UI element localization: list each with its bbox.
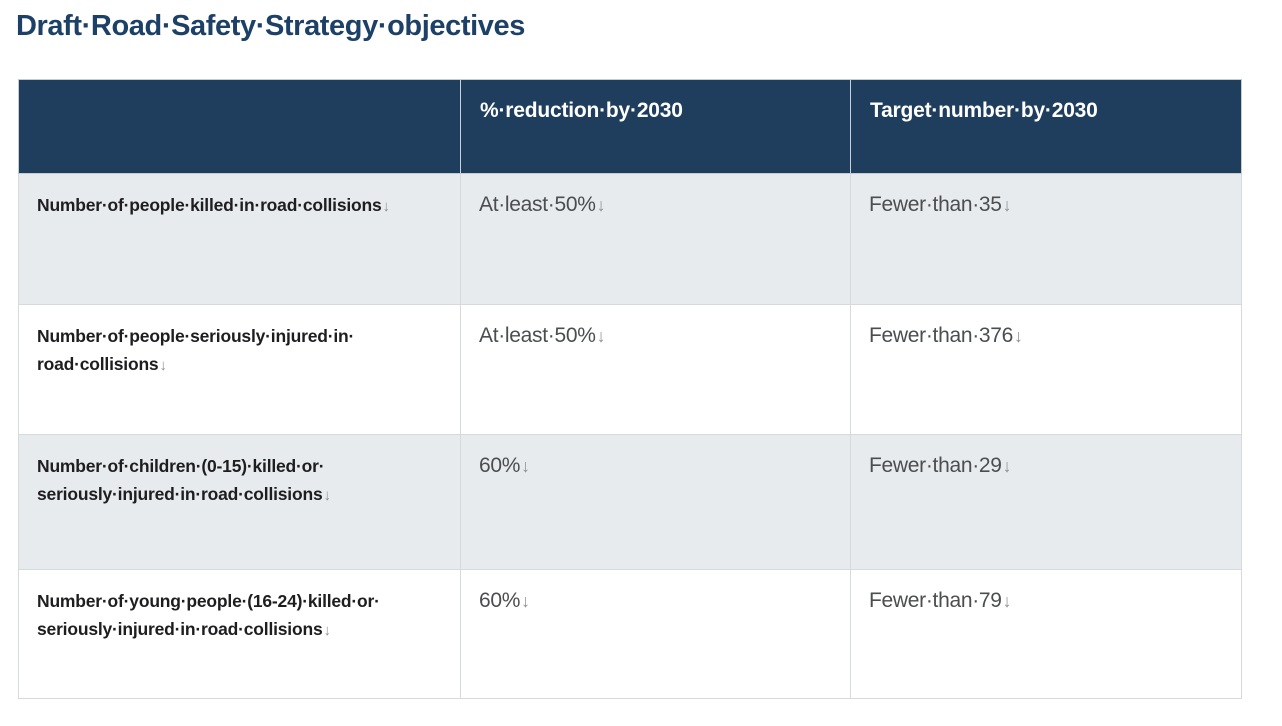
table-header-row: %·reduction·by·2030 Target·number·by·203… bbox=[18, 79, 1242, 174]
line-break-mark: ↓ bbox=[1002, 456, 1012, 476]
target-cell[interactable]: Fewer·than·35↓ bbox=[850, 173, 1242, 305]
cell-text: 60% bbox=[479, 589, 521, 612]
target-cell[interactable]: Fewer·than·79↓ bbox=[850, 569, 1242, 699]
cell-text: Fewer·than·376 bbox=[869, 324, 1014, 347]
target-cell[interactable]: Fewer·than·376↓ bbox=[850, 304, 1242, 435]
cell-text: Number·of·children·(0-15)·killed·or· ser… bbox=[37, 456, 325, 504]
objective-cell[interactable]: Number·of·children·(0-15)·killed·or· ser… bbox=[18, 434, 461, 570]
target-cell[interactable]: Fewer·than·29↓ bbox=[850, 434, 1242, 570]
cell-text: Fewer·than·29 bbox=[869, 454, 1002, 477]
cell-text: Fewer·than·35 bbox=[869, 193, 1002, 216]
table-row: Number·of·children·(0-15)·killed·or· ser… bbox=[18, 434, 1242, 570]
cell-text: Number·of·young·people·(16-24)·killed·or… bbox=[37, 591, 380, 639]
cell-text: Number·of·people·seriously·injured·in· r… bbox=[37, 326, 355, 374]
table-row: Number·of·people·seriously·injured·in· r… bbox=[18, 304, 1242, 435]
line-break-mark: ↓ bbox=[521, 591, 530, 611]
line-break-mark: ↓ bbox=[596, 195, 606, 215]
line-break-mark: ↓ bbox=[1014, 326, 1023, 346]
line-break-mark: ↓ bbox=[1002, 591, 1012, 611]
line-break-mark: ↓ bbox=[521, 456, 530, 476]
cell-text: At·least·50% bbox=[479, 324, 596, 347]
line-break-mark: ↓ bbox=[596, 326, 606, 346]
table-row: Number·of·people·killed·in·road·collisio… bbox=[18, 173, 1242, 305]
cell-text: Number·of·people·killed·in·road·collisio… bbox=[37, 195, 382, 215]
cell-text: 60% bbox=[479, 454, 521, 477]
table-row: Number·of·young·people·(16-24)·killed·or… bbox=[18, 569, 1242, 699]
reduction-cell[interactable]: At·least·50%↓ bbox=[460, 173, 851, 305]
header-cell-reduction[interactable]: %·reduction·by·2030 bbox=[460, 79, 851, 174]
objective-cell[interactable]: Number·of·people·seriously·injured·in· r… bbox=[18, 304, 461, 435]
header-cell-target[interactable]: Target·number·by·2030 bbox=[850, 79, 1242, 174]
reduction-cell[interactable]: At·least·50%↓ bbox=[460, 304, 851, 435]
line-break-mark: ↓ bbox=[1002, 195, 1012, 215]
cell-text: Fewer·than·79 bbox=[869, 589, 1002, 612]
page-title[interactable]: Draft·Road·Safety·Strategy·objectives bbox=[16, 10, 525, 42]
objectives-table: %·reduction·by·2030 Target·number·by·203… bbox=[18, 79, 1242, 699]
header-cell-empty[interactable] bbox=[18, 79, 461, 174]
line-break-mark: ↓ bbox=[323, 623, 331, 639]
line-break-mark: ↓ bbox=[323, 488, 331, 504]
cell-text: At·least·50% bbox=[479, 193, 596, 216]
objective-cell[interactable]: Number·of·people·killed·in·road·collisio… bbox=[18, 173, 461, 305]
line-break-mark: ↓ bbox=[382, 199, 390, 215]
reduction-cell[interactable]: 60%↓ bbox=[460, 569, 851, 699]
reduction-cell[interactable]: 60%↓ bbox=[460, 434, 851, 570]
line-break-mark: ↓ bbox=[159, 358, 167, 374]
objective-cell[interactable]: Number·of·young·people·(16-24)·killed·or… bbox=[18, 569, 461, 699]
